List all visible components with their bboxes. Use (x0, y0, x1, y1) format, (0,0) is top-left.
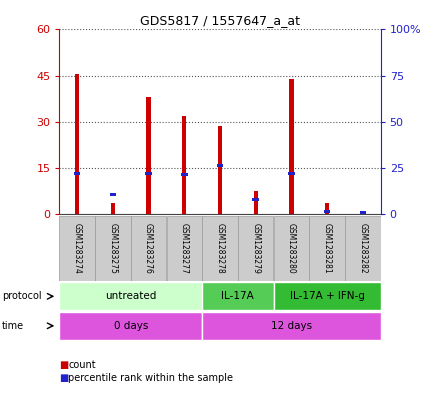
Text: ■: ■ (59, 360, 69, 370)
Bar (110, 193, 116, 196)
Bar (325, 204, 329, 214)
Bar (59, 282, 202, 310)
Bar (202, 312, 381, 340)
Bar (59, 216, 95, 281)
Text: protocol: protocol (2, 291, 42, 301)
Text: GSM1283276: GSM1283276 (144, 223, 153, 274)
Bar (238, 216, 274, 281)
Bar (166, 216, 202, 281)
Text: untreated: untreated (105, 291, 157, 301)
Bar (289, 79, 293, 214)
Bar (131, 216, 166, 281)
Bar (111, 204, 115, 214)
Text: GSM1283277: GSM1283277 (180, 223, 189, 274)
Bar (59, 312, 202, 340)
Text: IL-17A: IL-17A (221, 291, 254, 301)
Text: count: count (68, 360, 96, 370)
Bar (218, 127, 222, 214)
Text: 0 days: 0 days (114, 321, 148, 331)
Bar (147, 97, 151, 214)
Bar (74, 172, 81, 175)
Text: GSM1283281: GSM1283281 (323, 223, 332, 274)
Text: GSM1283280: GSM1283280 (287, 223, 296, 274)
Text: IL-17A + IFN-g: IL-17A + IFN-g (290, 291, 364, 301)
Text: GSM1283274: GSM1283274 (73, 223, 82, 274)
Bar (181, 173, 187, 176)
Bar (274, 282, 381, 310)
Bar (145, 172, 152, 175)
Text: GDS5817 / 1557647_a_at: GDS5817 / 1557647_a_at (140, 14, 300, 27)
Text: GSM1283282: GSM1283282 (358, 223, 367, 274)
Bar (274, 216, 309, 281)
Text: ■: ■ (59, 373, 69, 383)
Text: percentile rank within the sample: percentile rank within the sample (68, 373, 233, 383)
Bar (288, 172, 295, 175)
Bar (217, 164, 223, 167)
Bar (253, 191, 258, 214)
Text: GSM1283275: GSM1283275 (108, 223, 117, 274)
Bar (345, 216, 381, 281)
Bar (75, 74, 79, 214)
Bar (253, 198, 259, 201)
Text: 12 days: 12 days (271, 321, 312, 331)
Bar (95, 216, 131, 281)
Bar (324, 210, 330, 213)
Text: GSM1283279: GSM1283279 (251, 223, 260, 274)
Bar (361, 211, 365, 214)
Bar (309, 216, 345, 281)
Bar (182, 116, 187, 214)
Text: GSM1283278: GSM1283278 (216, 223, 224, 274)
Bar (202, 216, 238, 281)
Bar (202, 282, 274, 310)
Text: time: time (2, 321, 24, 331)
Bar (359, 211, 366, 214)
